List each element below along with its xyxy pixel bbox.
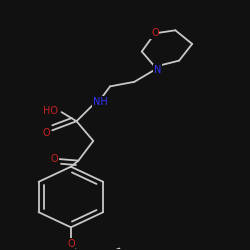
Text: NH: NH	[93, 96, 108, 106]
Text: N: N	[154, 65, 162, 75]
Text: O: O	[43, 128, 50, 138]
Text: O: O	[151, 28, 159, 38]
Text: HO: HO	[43, 106, 58, 116]
Text: O: O	[50, 154, 58, 164]
Text: O: O	[67, 239, 75, 249]
